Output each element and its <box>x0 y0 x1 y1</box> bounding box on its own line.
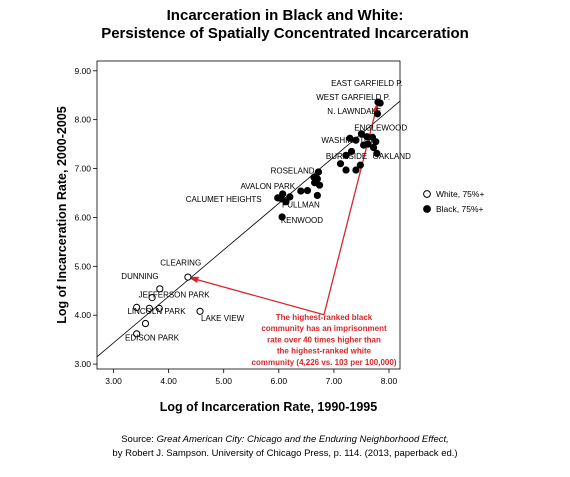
community-label: CALUMET HEIGHTS <box>186 195 262 204</box>
legend: White, 75%+ Black, 75%+ <box>423 189 484 214</box>
source-work-title: Great American City: Chicago and the End… <box>156 434 449 445</box>
fit-line <box>96 100 401 358</box>
community-label: KENWOOD <box>281 216 323 225</box>
black-community-point <box>356 161 364 169</box>
black-community-point <box>297 187 305 195</box>
y-axis-label: Log of Incarceration Rate, 2000-2005 <box>55 106 69 323</box>
white-community-point <box>184 273 192 281</box>
white-community-point <box>148 294 156 302</box>
community-label: WEST GARFIELD P. <box>316 93 390 102</box>
y-tick-label: 5.00 <box>74 261 91 271</box>
black-community-point <box>315 181 324 189</box>
callout-text-line: community (4,226 vs. 103 per 100,000) <box>252 358 397 367</box>
x-tick-label: 7.00 <box>326 376 343 386</box>
legend-black-marker <box>423 205 431 213</box>
chart-subtitle: Persistence of Spatially Concentrated In… <box>101 25 469 42</box>
source-caption-line1: Source: Great American City: Chicago and… <box>0 433 570 447</box>
community-label: CLEARING <box>160 258 201 267</box>
y-tick-label: 9.00 <box>74 66 91 76</box>
x-tick-label: 6.00 <box>271 376 288 386</box>
white-community-point <box>141 319 150 328</box>
black-community-point <box>357 130 366 138</box>
legend-white-marker <box>423 190 431 198</box>
black-community-point <box>336 160 345 168</box>
black-community-point <box>314 168 323 176</box>
source-caption-line2: by Robert J. Sampson. University of Chic… <box>112 448 458 459</box>
community-label: PULLMAN <box>282 201 320 210</box>
black-community-point <box>373 149 381 157</box>
y-tick-label: 8.00 <box>74 115 91 125</box>
legend-label: Black, 75%+ <box>436 204 484 214</box>
callout-text-line: community has an imprisonment <box>261 324 387 333</box>
x-axis-label: Log of Incarceration Rate, 1990-1995 <box>160 400 377 414</box>
community-label: LINCOLN PARK <box>127 307 186 316</box>
community-label: N. LAWNDALE <box>327 107 381 116</box>
community-label: BURNSIDE <box>326 152 367 161</box>
points-group <box>133 98 384 338</box>
y-tick-label: 6.00 <box>74 212 91 222</box>
x-tick-label: 4.00 <box>160 376 177 386</box>
y-tick-label: 7.00 <box>74 164 91 174</box>
black-community-point <box>303 186 312 195</box>
community-label: WASHINGTON <box>321 136 376 145</box>
community-label: ENGLEWOOD <box>354 123 407 132</box>
legend-label: White, 75%+ <box>436 189 484 199</box>
community-label: LAKE VIEW <box>201 314 245 323</box>
white-community-point <box>133 330 141 338</box>
plot-frame <box>96 60 401 370</box>
white-community-point <box>145 304 153 312</box>
source-prefix: Source: <box>121 434 157 445</box>
callout-arrow-line <box>323 101 379 315</box>
fit-line-group <box>96 100 401 358</box>
white-community-point <box>156 285 164 293</box>
y-tick-label: 4.00 <box>74 310 91 320</box>
labels-group: EAST GARFIELD P. WEST GARFIELD P. N. LAWND… <box>121 79 411 343</box>
black-community-point <box>352 136 360 144</box>
chart-title: Incarceration in Black and White: <box>166 7 404 24</box>
black-community-point <box>286 193 294 201</box>
x-tick-label: 5.00 <box>215 376 232 386</box>
community-label: AVALON PARK <box>240 182 295 191</box>
x-tick-label: 3.00 <box>105 376 122 386</box>
black-community-point <box>342 151 350 159</box>
white-community-point <box>196 307 204 315</box>
black-community-point <box>376 99 384 107</box>
black-community-point <box>373 110 382 118</box>
callout-text-line: The highest-ranked black <box>276 313 373 322</box>
callout-arrow-line <box>187 276 325 316</box>
white-community-point <box>133 303 141 311</box>
black-community-point <box>360 141 368 149</box>
black-community-point <box>278 213 286 221</box>
black-community-point <box>342 166 350 174</box>
community-label: OAKLAND <box>373 152 411 161</box>
community-label: EAST GARFIELD P. <box>331 79 403 88</box>
community-label: DUNNING <box>121 272 158 281</box>
black-community-point <box>313 191 321 200</box>
community-label: EDISON PARK <box>125 334 180 343</box>
y-tick-label: 3.00 <box>74 359 91 369</box>
black-community-point <box>347 147 356 156</box>
x-tick-label: 8.00 <box>381 376 398 386</box>
axes: 3.00 4.00 5.00 6.00 7.00 8.00 9.00 3.00 4.00 5.00… <box>55 60 401 414</box>
black-community-point <box>369 143 378 152</box>
community-label: JEFFERSON PARK <box>139 291 211 300</box>
black-community-point <box>282 198 290 206</box>
black-community-point <box>352 166 360 174</box>
community-label: ROSELAND <box>271 166 315 175</box>
callout-text-line: rate over 40 times higher than <box>267 335 381 344</box>
white-community-point <box>155 304 163 312</box>
callout-text-line: the highest-ranked white <box>277 347 372 356</box>
